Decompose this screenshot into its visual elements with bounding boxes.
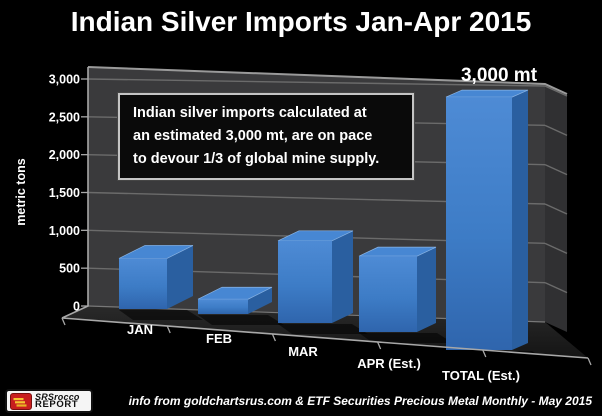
bar-side-face [167,245,193,309]
x-tick [377,341,382,350]
bar-side-face [248,287,272,314]
bar-side-face [332,230,353,323]
bar-total [446,97,512,350]
total-value-label: 3,000 mt [461,65,538,86]
bar-shadow [119,310,203,320]
chart-bars [118,89,548,361]
x-axis-line [61,317,589,359]
y-tick-label: 1,000 [49,224,80,238]
gridline-side [544,282,568,294]
gridline-side [544,85,568,97]
srsrocco-logo-icon [10,392,32,410]
y-tick-label: 2,000 [49,148,80,162]
annotation-line-1: Indian silver imports calculated at [133,105,367,121]
bar-shadow [446,351,548,361]
x-tick [482,349,487,358]
x-category-label: FEB [206,331,232,346]
gridline-side [544,124,568,136]
annotation-box: Indian silver imports calculated at an e… [118,93,414,180]
x-category-label: TOTAL (Est.) [442,368,520,383]
y-tick-label: 0 [73,300,80,314]
bar-mar [278,240,332,323]
y-tick-label: 1,500 [49,186,80,200]
x-category-label: APR (Est.) [357,356,421,371]
bar-apr [359,256,417,332]
bar-side-face [417,247,436,332]
bar-shadow [198,315,284,325]
gridline-side [544,242,568,254]
srsrocco-logo-text: SRSrocco REPORT [35,391,80,410]
bar-feb [198,299,248,314]
x-tick [587,357,592,366]
annotation-line-2: an estimated 3,000 mt, are on pace [133,128,373,144]
gridline-side [544,164,568,176]
source-attribution: info from goldchartsrus.com & ETF Securi… [128,394,592,408]
x-tick [166,325,171,334]
x-tick [61,317,66,326]
logo-line-1: SRSrocco [35,391,80,402]
gridline [87,78,546,87]
y-tick-label: 3,000 [49,73,80,87]
srsrocco-logo: SRSrocco REPORT [5,389,93,413]
chart-axes [61,67,592,366]
x-category-label: MAR [288,344,318,359]
bar-shadow [359,333,453,343]
y-axis-title: metric tons [14,158,28,225]
y-tick-label: 500 [59,262,80,276]
logo-line-2: REPORT [35,399,79,410]
chart-axis-labels: 0 500 1,000 1,500 2,000 2,500 3,000 JAN FEB MAR AP… [14,65,538,383]
wall-top-edge [87,66,568,95]
annotation-line-3: to devour 1/3 of global mine supply. [133,151,380,167]
bar-shadow [278,324,368,334]
gridline-side [544,203,568,215]
side-wall [545,84,567,332]
x-category-label: JAN [127,322,153,337]
bar-jan [119,258,167,309]
x-tick [271,333,276,342]
chart-title: Indian Silver Imports Jan-Apr 2015 [70,6,532,37]
bar-side-face [512,90,528,350]
y-tick-label: 2,500 [49,110,80,124]
